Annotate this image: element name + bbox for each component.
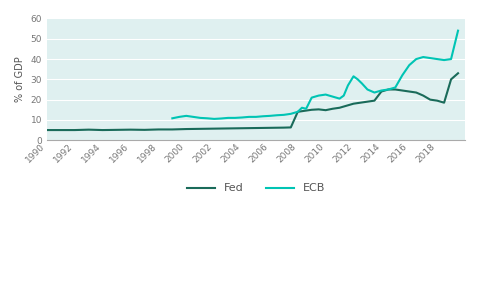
Fed — [407, 90, 412, 93]
ECB — [295, 110, 300, 113]
Fed — [253, 126, 259, 130]
Fed — [413, 91, 419, 94]
Legend: Fed, ECB: Fed, ECB — [183, 179, 329, 198]
Fed — [330, 107, 336, 111]
ECB — [267, 114, 273, 118]
ECB — [434, 57, 440, 61]
ECB — [204, 117, 210, 120]
Fed — [379, 90, 384, 93]
Fed — [142, 128, 147, 132]
ECB — [253, 115, 259, 119]
Fed — [86, 128, 92, 131]
Fed — [336, 106, 342, 109]
Fed — [434, 99, 440, 102]
ECB — [455, 29, 461, 32]
Fed — [288, 126, 294, 129]
Fed — [211, 127, 217, 130]
ECB — [379, 89, 384, 92]
Fed — [302, 109, 308, 113]
ECB — [399, 73, 405, 77]
ECB — [330, 95, 336, 98]
Fed — [239, 126, 245, 130]
ECB — [336, 97, 342, 100]
ECB — [288, 112, 294, 115]
Fed — [399, 89, 405, 92]
Fed — [128, 128, 133, 131]
ECB — [218, 117, 224, 120]
ECB — [427, 56, 433, 60]
Fed — [114, 128, 120, 132]
ECB — [232, 116, 238, 120]
Line: ECB: ECB — [172, 31, 458, 119]
Fed — [267, 126, 273, 130]
ECB — [420, 55, 426, 59]
Fed — [385, 88, 391, 91]
Fed — [372, 99, 377, 102]
Fed — [58, 128, 64, 132]
ECB — [448, 57, 454, 61]
ECB — [239, 116, 245, 119]
ECB — [197, 116, 203, 120]
Fed — [44, 128, 50, 132]
Fed — [72, 128, 78, 132]
Fed — [225, 127, 231, 130]
Fed — [156, 128, 161, 131]
Fed — [309, 108, 314, 111]
ECB — [359, 82, 365, 85]
ECB — [260, 115, 266, 118]
Fed — [323, 109, 328, 112]
ECB — [211, 117, 217, 121]
Fed — [427, 98, 433, 101]
ECB — [191, 115, 196, 119]
Fed — [183, 127, 189, 131]
Fed — [281, 126, 287, 129]
Fed — [350, 102, 356, 105]
Fed — [358, 101, 363, 105]
ECB — [299, 106, 305, 109]
ECB — [413, 57, 419, 61]
ECB — [309, 96, 314, 99]
ECB — [246, 115, 252, 119]
ECB — [274, 113, 280, 117]
ECB — [407, 63, 412, 67]
Line: Fed: Fed — [47, 73, 458, 130]
ECB — [183, 114, 189, 118]
Fed — [365, 100, 371, 103]
Fed — [448, 78, 454, 81]
ECB — [365, 88, 371, 91]
ECB — [355, 78, 360, 81]
Fed — [316, 108, 322, 111]
ECB — [341, 94, 347, 97]
ECB — [372, 91, 377, 94]
ECB — [177, 115, 182, 119]
Fed — [393, 88, 398, 91]
ECB — [281, 113, 287, 117]
ECB — [393, 86, 398, 89]
ECB — [441, 58, 447, 62]
ECB — [323, 93, 328, 96]
Y-axis label: % of GDP: % of GDP — [15, 56, 25, 102]
ECB — [225, 116, 231, 120]
Fed — [169, 128, 175, 131]
ECB — [350, 75, 356, 78]
Fed — [344, 104, 349, 107]
ECB — [385, 88, 391, 91]
Fed — [197, 127, 203, 130]
Fed — [441, 101, 447, 105]
ECB — [345, 84, 351, 87]
ECB — [169, 117, 175, 120]
Fed — [295, 110, 300, 113]
Fed — [100, 128, 106, 132]
Fed — [455, 71, 461, 75]
ECB — [316, 94, 322, 97]
Fed — [420, 94, 426, 97]
ECB — [303, 107, 309, 111]
